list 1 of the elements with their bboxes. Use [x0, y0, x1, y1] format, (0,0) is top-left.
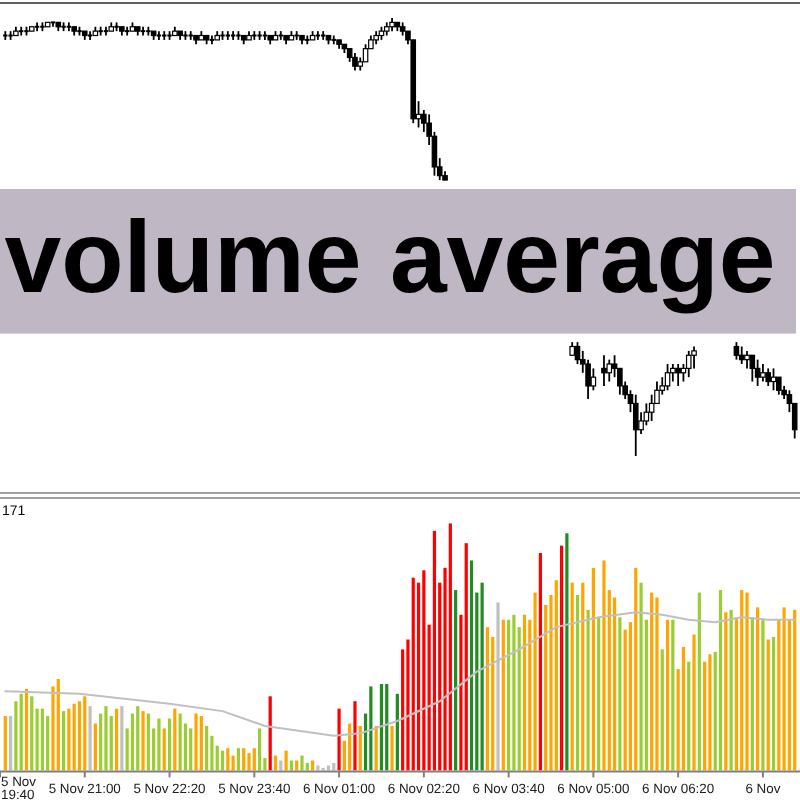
text: volume average: [4, 199, 776, 314]
